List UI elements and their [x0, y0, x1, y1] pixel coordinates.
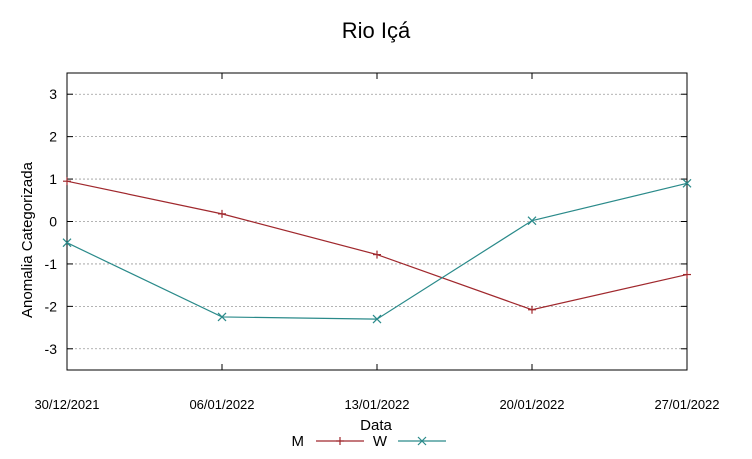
- y-axis-label: Anomalia Categorizada: [19, 161, 36, 318]
- legend: M W: [292, 433, 446, 450]
- y-tick-label: -3: [45, 341, 58, 357]
- series-m-line: [66, 180, 688, 311]
- series-w: [62, 178, 692, 324]
- legend-point-w-d2: [417, 436, 427, 446]
- legend-point-w: [417, 436, 427, 446]
- x-tick-label: 13/01/2022: [344, 397, 409, 412]
- series-w-point: [682, 178, 692, 188]
- legend-label-m: M: [292, 433, 305, 450]
- series-m-point: [218, 209, 226, 218]
- series-w-point-d2: [372, 314, 382, 324]
- series-w-point: [372, 314, 382, 324]
- x-tick-label: 06/01/2022: [189, 397, 254, 412]
- x-tick-label: 30/12/2021: [34, 397, 99, 412]
- legend-label-w: W: [373, 433, 388, 450]
- chart-title: Rio Içá: [342, 18, 411, 43]
- series-m-point: [683, 270, 691, 279]
- series-w-point: [527, 216, 537, 226]
- series-w-point-d2: [217, 312, 227, 322]
- series-m-point: [528, 305, 536, 314]
- grid-lines: [67, 93, 687, 350]
- y-tick-label: 0: [49, 214, 57, 230]
- series-w-point-d2: [62, 238, 72, 248]
- y-tick-label: 3: [49, 86, 57, 102]
- x-axis-ticks: 30/12/2021 06/01/2022 13/01/2022 20/01/2022…: [34, 73, 720, 412]
- y-axis-ticks: 3 2 1 0 -1 -2 -3: [45, 86, 687, 357]
- y-tick-label: 2: [49, 129, 57, 145]
- series-w-point-d2: [682, 178, 692, 188]
- y-tick-label: 1: [49, 171, 57, 187]
- series-m-point: [373, 250, 381, 259]
- series-layer: [62, 177, 692, 324]
- y-tick-label: -2: [45, 298, 58, 314]
- x-tick-label: 27/01/2022: [654, 397, 719, 412]
- series-w-point-d2: [527, 216, 537, 226]
- y-tick-label: -1: [45, 256, 58, 272]
- series-m-point: [63, 177, 71, 186]
- x-tick-label: 20/01/2022: [499, 397, 564, 412]
- series-m: [63, 177, 691, 314]
- legend-marker-w: [417, 436, 427, 446]
- x-axis-label: Data: [360, 417, 392, 434]
- series-w-point: [217, 312, 227, 322]
- legend-point-m: [336, 437, 344, 445]
- legend-marker-m: [336, 437, 344, 445]
- series-w-point: [62, 238, 72, 248]
